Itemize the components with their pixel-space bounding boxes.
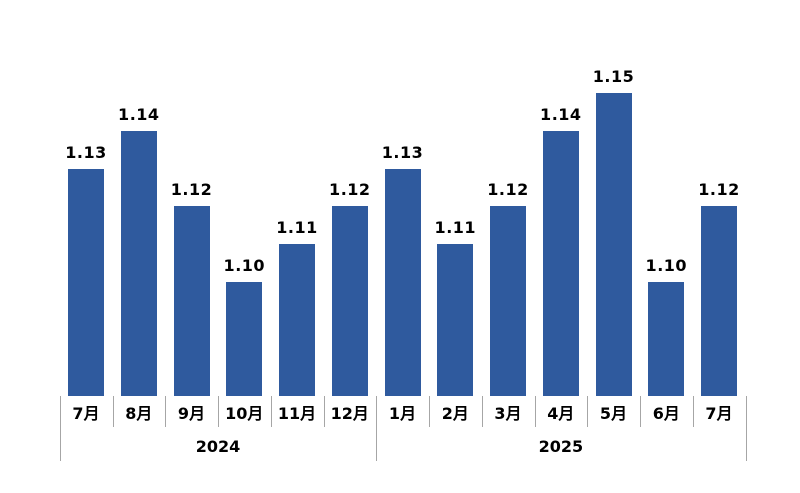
bar [542,131,579,396]
value-label: 1.14 [540,105,582,124]
value-label: 1.12 [170,180,213,199]
month-tick [587,396,589,427]
value-label: 1.11 [434,218,477,237]
category-axis-label: 1月 [388,404,417,423]
bar [331,206,368,396]
category-axis-label: 8月 [125,404,153,423]
category-axis-label: 12月 [330,404,369,423]
bar [279,244,315,396]
value-label: 1.10 [645,256,688,275]
month-tick [692,396,694,427]
value-label: 1.11 [276,218,318,237]
value-label: 1.12 [698,180,740,199]
month-tick [218,396,219,427]
category-axis-label: 6月 [652,404,680,423]
month-tick [481,396,483,427]
category-axis-label: 4月 [547,404,575,423]
category-axis-label: 3月 [494,404,522,423]
bar [173,206,210,396]
bar [226,282,263,396]
bar [490,206,526,396]
year-boundary-tick [59,396,61,461]
value-label: 1.13 [381,143,424,162]
bar [595,93,632,396]
month-tick [112,396,114,427]
bar [701,206,737,396]
year-boundary-tick [376,396,378,461]
value-label: 1.14 [118,105,160,124]
category-axis-label: 5月 [599,404,628,423]
bar [68,169,104,396]
category-axis-label: 7月 [705,404,733,423]
year-axis-label: 2025 [538,437,584,456]
month-tick [270,396,272,427]
category-axis-label: 2月 [441,404,469,423]
bar [384,169,421,396]
month-tick [323,396,325,427]
category-axis-label: 10月 [225,404,264,423]
value-label: 1.15 [592,67,635,86]
bar [120,131,157,396]
value-label: 1.10 [223,256,266,275]
month-tick [429,396,430,427]
value-label: 1.12 [487,180,529,199]
category-axis-label: 11月 [277,404,317,423]
value-label: 1.12 [329,180,371,199]
month-tick [534,396,536,427]
category-axis-label: 9月 [177,404,206,423]
month-tick [640,396,641,427]
category-axis-label: 7月 [72,404,100,423]
bar [648,282,685,396]
bar [437,244,474,396]
value-label: 1.13 [65,143,107,162]
year-boundary-tick [745,396,747,461]
year-axis-label: 2024 [195,437,241,456]
month-tick [165,396,167,427]
